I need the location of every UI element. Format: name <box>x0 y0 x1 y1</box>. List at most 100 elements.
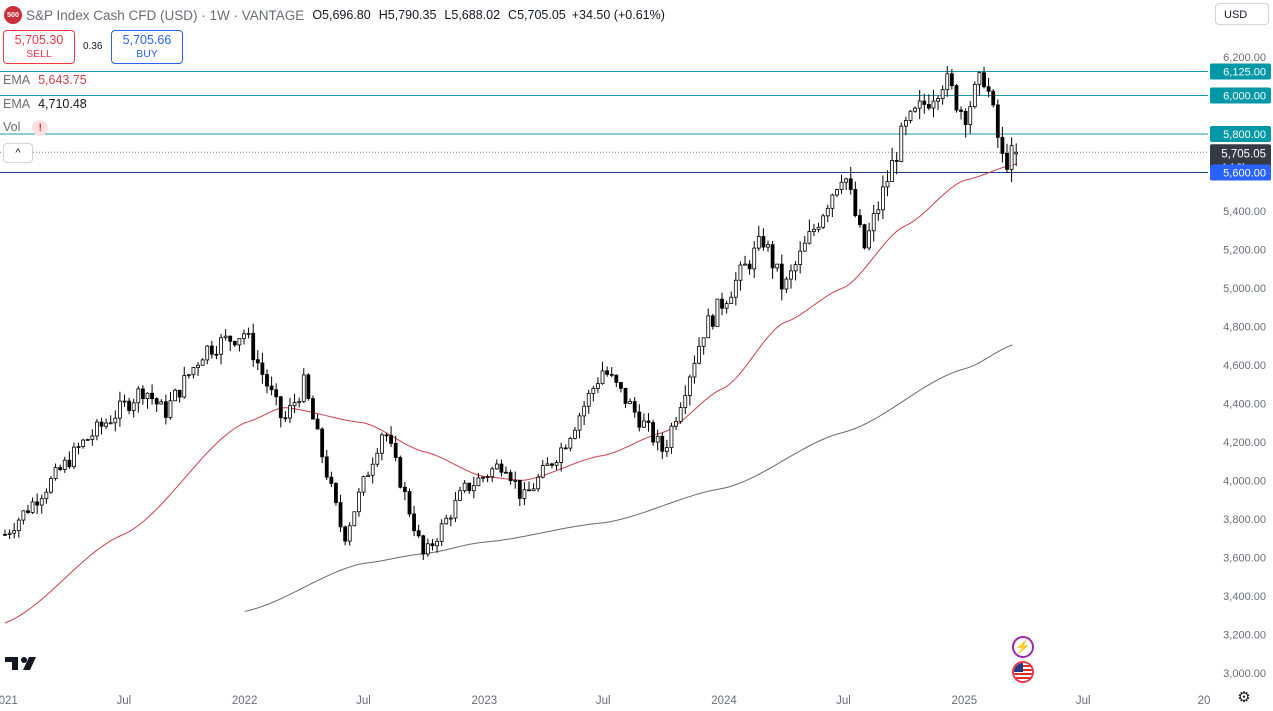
candle-up <box>118 400 122 419</box>
candle-up <box>545 463 550 466</box>
candle-down <box>623 387 628 404</box>
candle-up <box>825 207 830 217</box>
candle-up <box>596 383 600 389</box>
candle-up <box>485 476 490 479</box>
candle-up <box>196 364 200 368</box>
buy-price: 5,705.66 <box>122 33 172 47</box>
candle-down <box>527 489 531 492</box>
candle-down <box>150 392 154 400</box>
y-tick-label: 3,400.00 <box>1223 591 1266 603</box>
candle-up <box>357 491 361 513</box>
candle-up <box>425 543 430 555</box>
candle-down <box>862 224 867 249</box>
sell-button[interactable]: 5,705.30 SELL <box>3 30 75 64</box>
high-value: 5,790.35 <box>387 8 437 22</box>
candle-up <box>453 499 458 519</box>
candle-up <box>554 462 559 466</box>
ema-fast-name: EMA <box>3 73 31 87</box>
buy-label: BUY <box>136 48 158 60</box>
candle-up <box>531 488 536 492</box>
candle-down <box>99 421 104 427</box>
candle-up <box>784 278 789 290</box>
candle-up <box>968 106 973 125</box>
y-tick-label: 4,000.00 <box>1223 476 1266 488</box>
candle-down <box>384 434 389 437</box>
candle-up <box>701 337 706 347</box>
candle-down <box>779 263 784 290</box>
candle-up <box>903 120 908 127</box>
lightning-event-icon[interactable]: ⚡ <box>1012 636 1034 658</box>
candle-up <box>641 420 646 428</box>
candle-down <box>949 73 954 87</box>
settings-gear-icon[interactable]: ⚙ <box>1237 689 1251 706</box>
ema-fast-legend[interactable]: EMA 5,643.75 <box>3 73 87 87</box>
candle-down <box>986 86 991 92</box>
ema-slow-legend[interactable]: EMA 4,710.48 <box>3 97 87 111</box>
candle-down <box>398 457 403 488</box>
candle-up <box>936 98 940 102</box>
candle-down <box>991 90 996 106</box>
support-level-tag <box>1210 164 1271 181</box>
candles-group <box>3 66 1019 560</box>
candle-up <box>945 73 950 91</box>
candle-down <box>963 111 968 125</box>
candle-up <box>669 425 674 448</box>
symbol-title-row: 500 S&P Index Cash CFD (USD) · 1W · VANT… <box>4 5 665 25</box>
candle-up <box>476 477 481 487</box>
candle-down <box>637 411 642 428</box>
candle-down <box>324 456 329 478</box>
candle-down <box>269 385 274 391</box>
x-tick-label: 2025 <box>952 695 978 707</box>
candle-down <box>646 420 651 423</box>
candle-down <box>954 85 959 111</box>
us-flag-event-icon[interactable] <box>1012 661 1034 683</box>
candle-down <box>127 400 132 411</box>
candle-down <box>232 340 237 346</box>
candle-up <box>802 242 807 252</box>
ema-fast-value: 5,643.75 <box>38 73 87 87</box>
candle-up <box>807 231 812 244</box>
candle-up <box>789 270 793 280</box>
currency-selector[interactable]: USD <box>1215 3 1269 25</box>
candle-up <box>591 388 596 394</box>
close-label: C <box>508 8 518 22</box>
candle-up <box>21 510 26 521</box>
candle-down <box>1000 136 1005 154</box>
candle-down <box>995 104 1000 138</box>
buy-button[interactable]: 5,705.66 BUY <box>111 30 183 64</box>
candle-down <box>260 362 265 375</box>
candle-up <box>756 236 761 249</box>
collapse-legend-button[interactable]: ^ <box>3 143 33 163</box>
volume-legend[interactable]: Vol! <box>3 120 49 136</box>
candle-up <box>444 517 449 525</box>
tradingview-logo[interactable] <box>5 655 41 676</box>
candle-down <box>389 434 393 444</box>
candle-down <box>407 491 412 515</box>
candle-up <box>49 478 53 493</box>
candle-up <box>159 401 164 405</box>
candle-up <box>30 501 35 513</box>
candle-up <box>876 209 881 215</box>
symbol-title[interactable]: S&P Index Cash CFD (USD) · 1W · VANTAGE <box>26 7 305 23</box>
candle-down <box>982 72 986 88</box>
candle-down <box>517 479 522 499</box>
candle-down <box>853 189 858 216</box>
y-tick-label: 4,200.00 <box>1223 437 1266 449</box>
candle-up <box>692 362 697 378</box>
warning-icon[interactable]: ! <box>32 120 49 136</box>
price-level-tag-text: 5,800.00 <box>1223 129 1266 141</box>
candle-up <box>752 247 757 270</box>
candle-up <box>481 476 485 479</box>
candle-up <box>559 447 564 463</box>
candle-up <box>462 482 467 492</box>
candle-down <box>761 236 766 248</box>
candle-down <box>311 398 315 420</box>
candle-up <box>899 125 904 162</box>
candle-up <box>53 467 58 479</box>
candle-down <box>343 526 348 542</box>
candle-up <box>168 400 173 418</box>
candle-down <box>306 374 311 400</box>
candle-down <box>416 530 421 537</box>
candle-down <box>499 463 504 473</box>
